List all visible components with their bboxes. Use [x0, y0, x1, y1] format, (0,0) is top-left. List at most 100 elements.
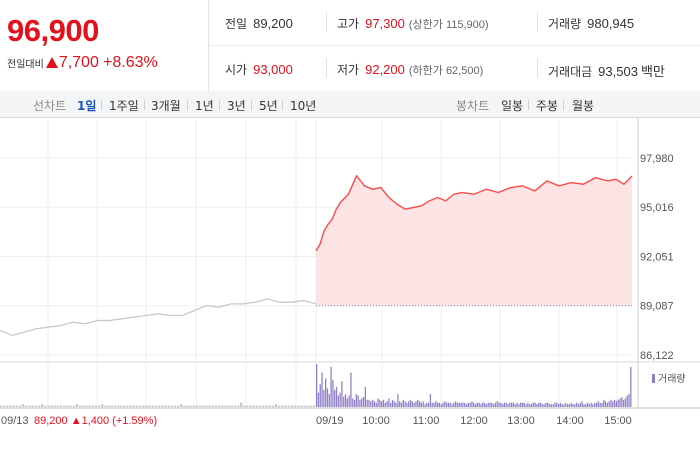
volume-bar-today — [485, 404, 488, 407]
volume-bar-prev-day — [63, 405, 66, 407]
volume-bar-prev-day — [281, 405, 284, 407]
y-tick-label: 86,122 — [640, 350, 674, 362]
volume-bar-prev-day — [126, 405, 129, 407]
x-tick-label: 11:00 — [413, 415, 440, 427]
tab-divider — [282, 100, 283, 110]
volume-bar-today — [523, 402, 525, 407]
volume-bar-today — [491, 402, 493, 407]
tab-candle-weekly[interactable]: 주봉 — [536, 99, 559, 113]
volume-bar-prev-day — [183, 405, 186, 407]
volume-bar-prev-day — [297, 405, 300, 407]
volume-bar-today — [330, 366, 332, 407]
volume-bar-today — [422, 401, 424, 407]
divider — [537, 58, 538, 78]
volume-bar-today — [420, 402, 422, 407]
volume-bar-today — [388, 398, 390, 407]
volume-bar-prev-day — [180, 404, 183, 407]
volume-bar-prev-day — [218, 405, 221, 407]
volume-bar-today — [373, 401, 376, 407]
volume-bar-prev-day — [151, 405, 154, 407]
volume-bar-today — [417, 399, 419, 407]
volume-bar-today — [350, 372, 352, 407]
volume-bar-prev-day — [176, 405, 180, 407]
price-chart: 97,980 95,016 92,051 89,087 86,122 거래량 09/13 09… — [0, 118, 700, 450]
volume-bar-today — [415, 401, 417, 407]
tab-period-10y[interactable]: 10년 — [290, 99, 317, 113]
volume-bar-today — [339, 392, 341, 407]
volume-bar-prev-day — [205, 405, 208, 407]
volume-bar-today — [624, 398, 627, 407]
tab-period-1y[interactable]: 1년 — [195, 99, 214, 113]
volume-bar-today — [583, 404, 585, 407]
volume-bar-prev-day — [69, 405, 72, 407]
volume-bar-today — [599, 402, 601, 407]
tab-candle-daily[interactable]: 일봉 — [501, 99, 524, 113]
volume-bar-today — [516, 402, 518, 407]
volume-bar-today — [323, 389, 325, 407]
x-tick-label: 13:00 — [507, 415, 535, 427]
volume-bar-today — [400, 402, 403, 407]
volume-bar-prev-day — [287, 405, 290, 407]
volume-bar-today — [552, 404, 554, 407]
volume-bar-prev-day — [123, 405, 126, 407]
volume-bar-prev-day — [60, 405, 63, 407]
volume-bar-today — [487, 402, 489, 407]
lower-limit: (하한가 62,500) — [408, 65, 484, 77]
volume-bar-prev-day — [15, 405, 19, 407]
volume-bar-today — [500, 402, 502, 407]
volume-bar-today — [359, 399, 361, 407]
prev-day-price-line — [0, 298, 317, 337]
volume-bar-prev-day — [303, 405, 306, 407]
volume-bar-prev-day — [186, 405, 189, 407]
volume-bar-today — [355, 394, 357, 407]
volume-bar-prev-day — [173, 405, 177, 407]
line-chart-label: 선차트 — [33, 99, 67, 113]
volume-bar-today — [588, 404, 590, 407]
tab-period-1w[interactable]: 1주일 — [109, 99, 139, 113]
volume-bar-prev-day — [107, 405, 110, 407]
volume-bar-prev-day — [243, 405, 246, 407]
tab-period-3m[interactable]: 3개월 — [151, 99, 181, 113]
volume-bar-today — [563, 404, 565, 407]
volume-bar-prev-day — [233, 405, 237, 407]
volume-bar-prev-day — [110, 405, 113, 407]
volume-bar-today — [482, 402, 484, 407]
volume-bar-today — [446, 402, 448, 407]
volume-bar-prev-day — [129, 405, 132, 407]
volume-bar-today — [368, 399, 370, 407]
volume-bar-today — [503, 402, 506, 407]
volume-bar-today — [321, 372, 323, 407]
volume-bar-today — [565, 402, 567, 407]
volume-bar-today — [357, 395, 359, 407]
volume-bar-today — [393, 401, 395, 407]
volume-bar-prev-day — [28, 405, 31, 407]
volume-bar-today — [520, 402, 522, 407]
volume-bar-today — [411, 401, 413, 407]
divider — [326, 58, 327, 78]
tab-period-3y[interactable]: 3년 — [227, 99, 246, 113]
volume-bar-today — [525, 404, 527, 407]
volume-bar-today — [592, 404, 594, 407]
volume-bar-prev-day — [135, 405, 139, 407]
volume-bar-today — [455, 401, 457, 407]
volume-bar-prev-day — [25, 405, 28, 407]
volume-bar-today — [467, 402, 469, 407]
volume-bar-today — [556, 402, 558, 407]
x-tick-label: 10:00 — [362, 415, 390, 427]
today-price-line — [315, 174, 633, 252]
volume-bar-today — [381, 401, 383, 407]
open-cell: 시가 93,000 — [225, 61, 293, 78]
high-cell: 고가 97,300 (상한가 115,900) — [337, 15, 489, 32]
volume-bar-prev-day — [293, 405, 297, 407]
volume-bar-today — [413, 402, 415, 407]
volume-bar-today — [409, 399, 412, 407]
tab-candle-monthly[interactable]: 월봉 — [572, 99, 595, 113]
volume-bar-prev-day — [53, 405, 56, 407]
volume-label: 거래량 — [548, 17, 582, 31]
tab-period-1d[interactable]: 1일 — [77, 99, 97, 113]
volume-bar-prev-day — [0, 405, 3, 407]
volume-bar-today — [335, 386, 338, 407]
volume-bar-today — [603, 399, 605, 407]
tab-period-5y[interactable]: 5년 — [259, 99, 278, 113]
volume-bar-today — [440, 404, 442, 407]
